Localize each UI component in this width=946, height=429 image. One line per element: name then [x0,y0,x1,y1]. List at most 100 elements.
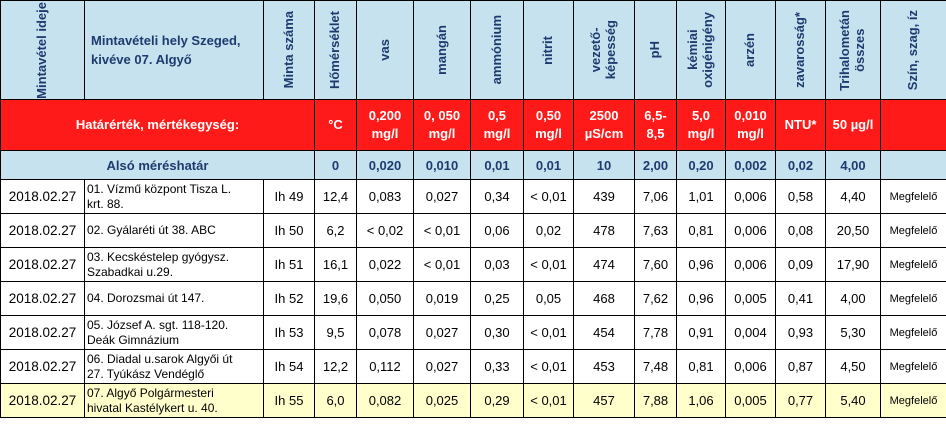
row-value: < 0,01 [523,179,574,214]
water-quality-table: Mintavétel ideje Mintavételi hely Szeged… [0,0,946,418]
detection-empty [880,150,946,180]
row-value: 7,60 [634,247,677,282]
row-sample: Ih 50 [263,213,315,248]
row-result: Megfelelő [880,179,946,214]
col-header-turbidity: zavarosság* [775,0,826,100]
row-sample: Ih 55 [263,383,315,418]
row-date: 2018.02.27 [0,315,85,350]
row-value: 0,81 [676,213,726,248]
row-value: 0,91 [676,315,726,350]
row-value: 453 [573,349,635,384]
row-place: 06. Diadal u.sarok Algyői út 27. Tyúkász … [84,349,264,384]
col-header-place: Mintavételi hely Szeged, kivéve 07. Algyő [84,0,264,100]
row-value: 0,027 [413,179,471,214]
row-value: 0,34 [470,179,524,214]
row-value: 0,005 [725,281,776,316]
detection-label: Alsó méréshatár [0,150,315,180]
detection-value: 0,010 [413,150,471,180]
detection-value: 0,002 [725,150,776,180]
col-header-conductivity: vezető-képesség [573,0,635,100]
limits-label: Határérték, mértékegység: [0,99,315,151]
row-value: < 0,01 [413,213,471,248]
row-value: 474 [573,247,635,282]
row-value: 12,2 [314,349,357,384]
limit-iron: 0,200 mg/l [356,99,414,151]
row-value: 0,06 [470,213,524,248]
row-result: Megfelelő [880,213,946,248]
row-sample: Ih 49 [263,179,315,214]
row-value: 0,09 [775,247,826,282]
detection-value: 0,01 [470,150,524,180]
row-value: 0,112 [356,349,414,384]
row-value: 0,03 [470,247,524,282]
row-value: 0,58 [775,179,826,214]
detection-row: Alsó méréshatár 0 0,020 0,010 0,01 0,01 … [0,150,946,180]
detection-value: 0,20 [676,150,726,180]
row-value: 0,027 [413,349,471,384]
row-value: 0,006 [725,179,776,214]
row-value: 0,96 [676,247,726,282]
row-value: 20,50 [825,213,881,248]
row-result: Megfelelő [880,349,946,384]
row-value: 5,30 [825,315,881,350]
row-value: 439 [573,179,635,214]
limit-cod: 5,0 mg/l [676,99,726,151]
limit-arsenic: 0,010 mg/l [725,99,776,151]
row-value: 0,41 [775,281,826,316]
row-place: 03. Kecskéstelep gyógysz. Szabadkai u.29. [84,247,264,282]
row-value: < 0,01 [523,247,574,282]
row-value: 0,81 [676,349,726,384]
row-value: 0,025 [413,383,471,418]
row-date: 2018.02.27 [0,213,85,248]
row-value: 7,48 [634,349,677,384]
limit-turbidity: NTU* [775,99,826,151]
row-value: 0,004 [725,315,776,350]
row-value: 7,63 [634,213,677,248]
row-value: 454 [573,315,635,350]
row-value: 4,50 [825,349,881,384]
row-value: < 0,01 [523,349,574,384]
row-value: 478 [573,213,635,248]
row-value: 5,40 [825,383,881,418]
row-value: < 0,01 [523,383,574,418]
row-value: 7,78 [634,315,677,350]
row-place: 01. Vízmű központ Tisza L. krt. 88. [84,179,264,214]
row-result: Megfelelő [880,315,946,350]
row-date: 2018.02.27 [0,281,85,316]
row-value: 457 [573,383,635,418]
row-place: 07. Algyő Polgármesteri hivatal Kastélyke… [84,383,264,418]
col-header-cod: kémiai oxigénigény [676,0,726,100]
limit-thm: 50 µg/l [825,99,881,151]
col-header-ph: pH [634,0,677,100]
row-place: 05. József A. sgt. 118-120. Deák Gimnáziu… [84,315,264,350]
row-value: 16,1 [314,247,357,282]
row-value: 7,06 [634,179,677,214]
detection-value: 0,01 [523,150,574,180]
table-row: 2018.02.27 03. Kecskéstelep gyógysz. Szab… [0,247,946,282]
table-row: 2018.02.27 04. Dorozsmai út 147. Ih 52 1… [0,281,946,316]
row-value: 0,93 [775,315,826,350]
row-date: 2018.02.27 [0,179,85,214]
row-value: < 0,02 [356,213,414,248]
row-value: 4,00 [825,281,881,316]
row-result: Megfelelő [880,281,946,316]
row-value: 0,05 [523,281,574,316]
table-row: 2018.02.27 06. Diadal u.sarok Algyői út 2… [0,349,946,384]
row-value: 4,40 [825,179,881,214]
row-date: 2018.02.27 [0,247,85,282]
row-value: 0,019 [413,281,471,316]
row-value: 6,0 [314,383,357,418]
limits-row: Határérték, mértékegység: °C 0,200 mg/l 0… [0,99,946,151]
row-sample: Ih 51 [263,247,315,282]
limit-ammonium: 0,5 mg/l [470,99,524,151]
row-value: 0,005 [725,383,776,418]
row-value: 0,082 [356,383,414,418]
limit-ph: 6,5- 8,5 [634,99,677,151]
row-place: 04. Dorozsmai út 147. [84,281,264,316]
row-value: 0,87 [775,349,826,384]
col-header-nitrite: nitrit [523,0,574,100]
col-header-date: Mintavétel ideje [0,0,85,100]
table-row-highlighted: 2018.02.27 07. Algyő Polgármesteri hivata… [0,383,946,418]
row-value: 19,6 [314,281,357,316]
row-value: 0,30 [470,315,524,350]
